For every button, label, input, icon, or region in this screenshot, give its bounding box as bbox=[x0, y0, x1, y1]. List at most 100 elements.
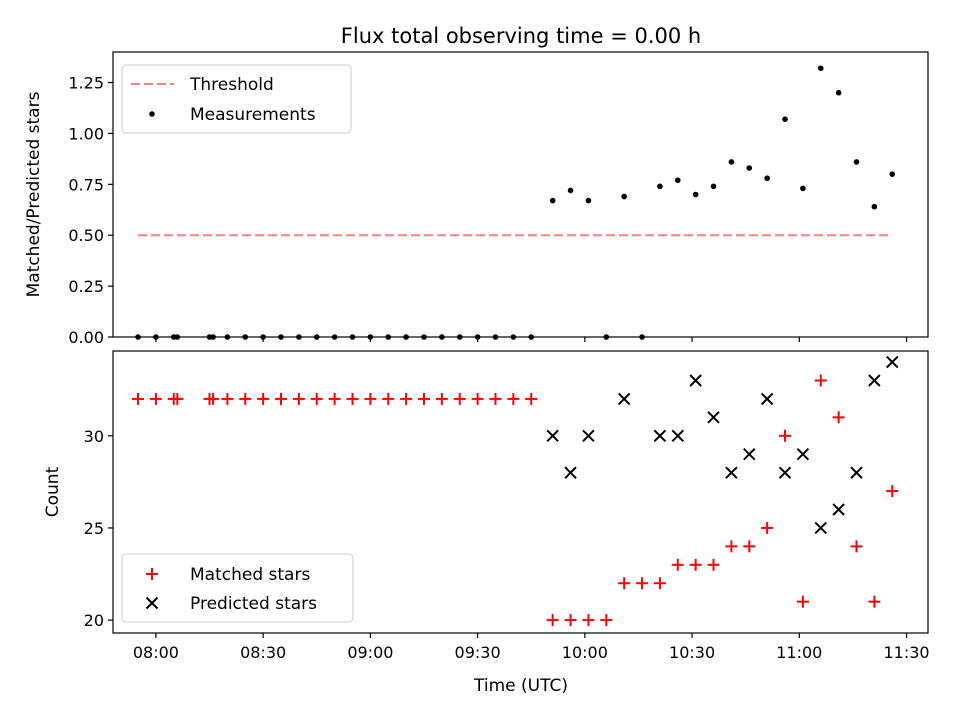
measurement-point bbox=[492, 334, 499, 340]
bottom-y-tick-label: 20 bbox=[84, 611, 104, 630]
predicted-star-point bbox=[814, 521, 827, 535]
matched-star-point bbox=[275, 392, 288, 405]
measurement-point bbox=[385, 334, 392, 340]
top-axes-frame bbox=[112, 51, 929, 338]
measurement-point bbox=[657, 183, 663, 190]
matched-star-point bbox=[689, 558, 702, 571]
measurement-point bbox=[242, 334, 249, 340]
measurement-point bbox=[224, 334, 231, 340]
x-tick-label: 10:00 bbox=[562, 643, 608, 662]
measurement-point bbox=[674, 177, 681, 184]
measurement-point bbox=[782, 116, 788, 122]
predicted-star-point bbox=[743, 448, 756, 461]
measurement-point bbox=[296, 334, 302, 340]
bottom-legend-box bbox=[121, 553, 354, 623]
matched-star-point bbox=[257, 392, 270, 405]
measurement-point bbox=[692, 191, 699, 198]
x-tick-label: 08:30 bbox=[240, 643, 286, 662]
measurement-point bbox=[439, 334, 445, 340]
predicted-star-point bbox=[832, 503, 845, 516]
measurement-point bbox=[210, 334, 216, 340]
matched-star-point bbox=[292, 392, 305, 405]
legend-matched-swatch bbox=[146, 568, 158, 580]
top-y-tick-label: 1.25 bbox=[68, 74, 104, 93]
measurement-point bbox=[153, 334, 159, 340]
matched-star-point bbox=[453, 392, 466, 405]
x-tick-label: 09:00 bbox=[347, 643, 393, 662]
matched-star-point bbox=[546, 614, 559, 627]
matched-star-point bbox=[132, 392, 145, 405]
measurement-point bbox=[528, 334, 535, 340]
top-axes: 0.00 0.25 0.50 0.75 1.00 1.25 Matched/Predicte… bbox=[24, 51, 929, 347]
measurement-point bbox=[403, 334, 409, 340]
top-y-tick-label: 0.25 bbox=[68, 277, 104, 296]
predicted-star-point bbox=[653, 429, 667, 442]
measurement-point bbox=[835, 89, 842, 96]
measurement-point bbox=[585, 197, 592, 204]
predicted-star-point bbox=[760, 392, 774, 406]
x-tick-label: 09:30 bbox=[455, 643, 501, 662]
predicted-star-point bbox=[564, 466, 577, 479]
matched-star-point bbox=[328, 392, 341, 405]
matched-star-point bbox=[725, 540, 738, 553]
bottom-axes: 08:00 08:30 09:00 09:30 10:00 10:30 11:00 11:30… bbox=[43, 350, 930, 662]
measurement-point bbox=[349, 334, 356, 340]
legend-predicted-swatch bbox=[145, 596, 159, 610]
matched-star-point bbox=[814, 374, 827, 387]
measurement-point bbox=[621, 193, 627, 200]
matched-star-point bbox=[743, 540, 756, 553]
matched-star-point bbox=[435, 392, 448, 405]
measurement-point bbox=[331, 334, 338, 340]
predicted-star-point bbox=[796, 448, 810, 461]
matched-star-point bbox=[886, 485, 899, 498]
matched-star-point bbox=[671, 558, 684, 571]
legend-predicted-label: Predicted stars bbox=[190, 594, 317, 614]
x-tick-label: 08:00 bbox=[133, 643, 179, 662]
measurement-point bbox=[567, 187, 574, 194]
legend-threshold-label: Threshold bbox=[189, 75, 274, 95]
top-y-axis-label: Matched/Predicted stars bbox=[24, 91, 44, 297]
matched-star-point bbox=[636, 577, 649, 590]
legend-measurements-swatch bbox=[149, 111, 155, 117]
matched-star-point bbox=[796, 595, 809, 608]
legend-measurements-label: Measurements bbox=[190, 105, 316, 125]
measurement-point bbox=[135, 334, 141, 340]
x-tick-label: 10:30 bbox=[669, 643, 715, 662]
measurement-point bbox=[889, 171, 896, 177]
measurement-point bbox=[800, 185, 806, 192]
measurement-point bbox=[510, 334, 517, 340]
matched-star-point bbox=[832, 411, 845, 424]
measurement-point bbox=[174, 334, 181, 340]
bottom-axes-frame bbox=[112, 350, 929, 634]
measurement-point bbox=[367, 334, 374, 340]
predicted-star-point bbox=[725, 466, 738, 479]
matched-star-point bbox=[417, 392, 430, 405]
bottom-y-tick-label: 30 bbox=[84, 427, 104, 446]
matched-star-point bbox=[564, 614, 577, 627]
matched-star-point bbox=[653, 577, 666, 590]
matched-star-point bbox=[207, 392, 220, 405]
measurement-point bbox=[278, 334, 284, 340]
measurement-point bbox=[474, 334, 481, 340]
matched-star-point bbox=[221, 392, 234, 405]
measurement-point bbox=[710, 183, 717, 190]
measurement-point bbox=[603, 334, 610, 340]
matched-star-point bbox=[382, 392, 395, 405]
measurement-point bbox=[260, 334, 266, 340]
matched-star-point bbox=[779, 429, 792, 442]
measurement-point bbox=[456, 334, 463, 340]
bottom-y-tick-label: 25 bbox=[84, 519, 104, 538]
top-y-tick-label: 0.00 bbox=[68, 328, 104, 347]
matched-star-point bbox=[400, 392, 413, 405]
predicted-star-point bbox=[868, 374, 881, 387]
x-tick-label: 11:00 bbox=[776, 643, 822, 662]
measurement-point bbox=[871, 203, 878, 210]
legend-matched-label: Matched stars bbox=[190, 565, 310, 585]
measurement-point bbox=[817, 65, 824, 72]
matched-star-point bbox=[618, 577, 631, 590]
x-tick-label: 11:30 bbox=[883, 643, 929, 662]
top-legend-box bbox=[121, 64, 352, 134]
predicted-star-point bbox=[671, 429, 684, 442]
matched-star-point bbox=[149, 392, 162, 405]
